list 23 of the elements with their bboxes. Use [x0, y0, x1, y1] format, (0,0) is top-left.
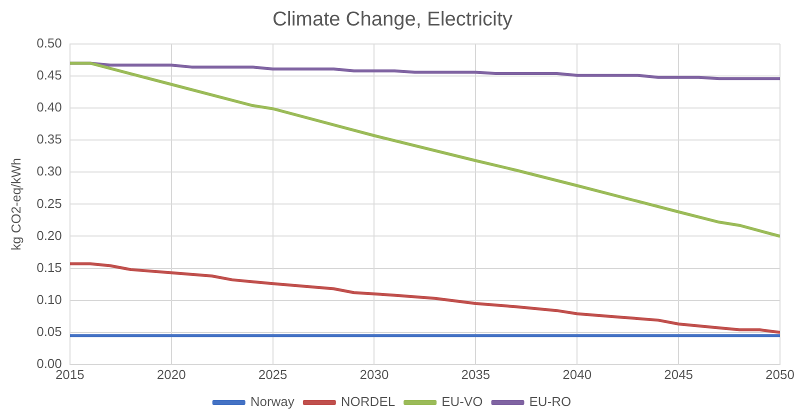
y-tick-label: 0.50: [36, 36, 62, 51]
y-tick-label: 0.45: [36, 68, 62, 83]
y-tick-label: 0.15: [36, 260, 62, 275]
y-tick-label: 0.30: [36, 164, 62, 179]
y-tick-label: 0.25: [36, 196, 62, 211]
x-tick-label: 2020: [156, 366, 186, 382]
x-tick-label: 2025: [258, 366, 288, 382]
x-tick-label: 2035: [461, 366, 490, 382]
y-tick-label: 0.05: [36, 324, 62, 339]
y-axis-title: kg CO2-eq/kWh: [8, 158, 24, 250]
y-tick-label: 0.20: [36, 228, 62, 243]
x-tick-label: 2030: [360, 366, 389, 382]
legend-label: EU-VO: [442, 394, 483, 410]
x-tick-label: 2045: [664, 366, 694, 382]
y-tick-label: 0.40: [36, 100, 62, 115]
legend-label: EU-RO: [529, 394, 572, 410]
legend-label: NORDEL: [340, 394, 396, 410]
x-tick-label: 2050: [766, 366, 794, 382]
y-tick-label: 0.10: [36, 292, 62, 307]
x-tick-label: 2040: [562, 366, 592, 382]
chart-title: Climate Change, Electricity: [272, 8, 513, 31]
legend-label: Norway: [250, 394, 295, 410]
y-tick-label: 0.35: [36, 132, 62, 147]
